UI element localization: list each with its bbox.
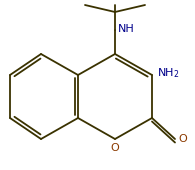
Text: O: O [111, 143, 119, 153]
Text: NH$_2$: NH$_2$ [157, 66, 180, 80]
Text: O: O [178, 134, 187, 144]
Text: NH: NH [118, 24, 135, 34]
